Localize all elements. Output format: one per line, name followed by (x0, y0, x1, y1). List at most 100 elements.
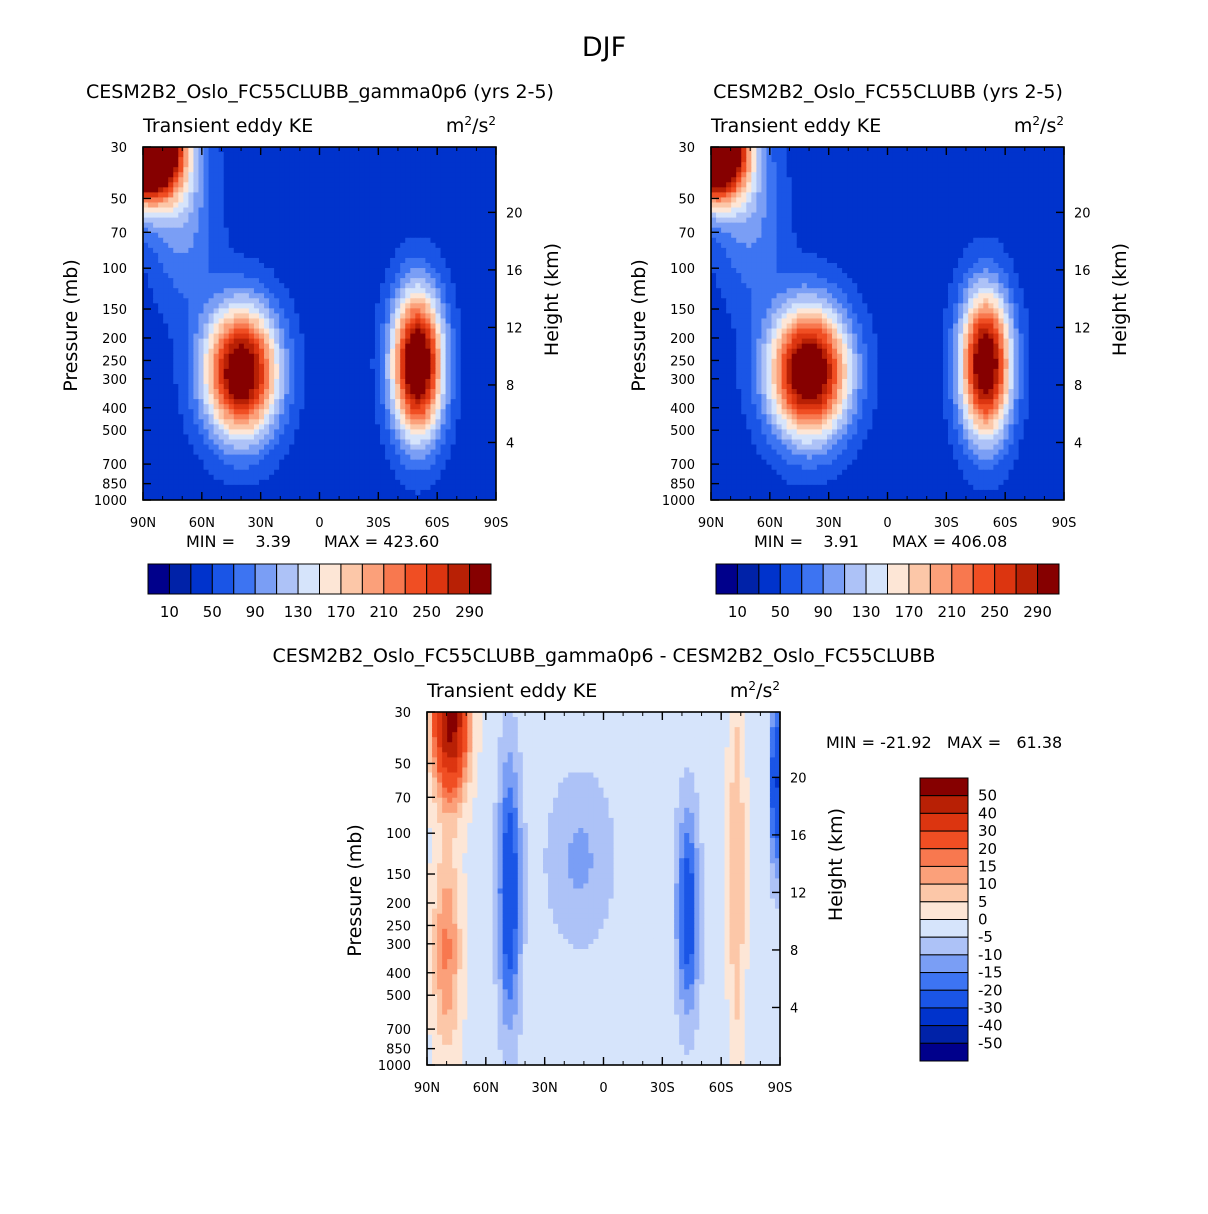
field-cell (405, 358, 411, 365)
field-cell (223, 167, 230, 173)
field-cell (440, 298, 447, 304)
field-cell (264, 323, 270, 330)
field-cell (425, 323, 432, 330)
field-cell (395, 222, 401, 229)
field-cell (324, 439, 331, 446)
field-cell (369, 313, 376, 320)
field-cell (470, 313, 477, 320)
field-cell (253, 384, 260, 390)
field-cell (148, 394, 154, 400)
field-cell (470, 167, 477, 173)
field-cell (380, 409, 386, 415)
field-cell (309, 247, 316, 254)
field-cell (289, 232, 295, 239)
field-cell (354, 182, 361, 188)
field-cell (420, 212, 426, 219)
field-cell (395, 368, 401, 375)
field-cell (329, 222, 336, 229)
field-cell (445, 262, 452, 269)
field-cell (193, 298, 200, 304)
field-cell (445, 273, 452, 279)
field-cell (319, 157, 326, 163)
field-cell (344, 363, 351, 370)
field-cell (410, 283, 416, 289)
field-cell (163, 459, 169, 466)
field-cell (304, 444, 311, 451)
field-cell (460, 419, 467, 425)
field-cell (405, 217, 411, 224)
field-cell (203, 368, 210, 375)
field-cell (435, 439, 442, 446)
field-cell (183, 308, 189, 315)
field-cell (213, 227, 220, 234)
field-cell (364, 242, 371, 249)
field-cell (415, 222, 421, 229)
field-cell (480, 449, 487, 456)
field-cell (158, 389, 164, 395)
field-cell (324, 389, 331, 395)
field-cell (359, 479, 366, 486)
field-cell (440, 429, 447, 436)
field-cell (455, 202, 462, 209)
field-cell (380, 338, 386, 345)
field-cell (415, 459, 421, 466)
field-cell (188, 378, 195, 385)
field-cell (163, 232, 169, 239)
field-cell (450, 338, 457, 345)
field-cell (385, 262, 391, 269)
field-cell (324, 479, 331, 486)
field-cell (213, 409, 220, 415)
field-cell (450, 333, 457, 340)
field-cell (238, 414, 245, 420)
field-cell (203, 338, 210, 345)
field-cell (324, 378, 331, 385)
field-cell (415, 197, 421, 204)
field-cell (178, 227, 184, 234)
field-cell (188, 187, 195, 193)
field-cell (324, 394, 331, 400)
field-cell (475, 338, 482, 345)
field-cell (440, 368, 447, 375)
field-cell (188, 177, 195, 183)
field-cell (485, 489, 492, 496)
field-cell (183, 454, 189, 461)
field-cell (188, 182, 195, 188)
field-cell (354, 278, 361, 284)
field-cell (475, 414, 482, 420)
field-cell (183, 162, 189, 168)
field-cell (158, 424, 164, 430)
field-cell (430, 268, 437, 274)
field-cell (490, 227, 496, 234)
field-cell (279, 348, 285, 355)
field-cell (329, 429, 336, 436)
field-cell (324, 494, 331, 500)
field-cell (445, 227, 452, 234)
field-cell (425, 378, 432, 385)
field-cell (359, 384, 366, 390)
field-cell (445, 464, 452, 471)
field-cell (405, 257, 411, 264)
field-cell (470, 162, 477, 168)
field-cell (405, 232, 411, 239)
field-cell (430, 313, 437, 320)
field-cell (455, 227, 462, 234)
field-cell (405, 419, 411, 425)
field-cell (435, 419, 442, 425)
field-cell (148, 489, 154, 496)
field-cell (470, 308, 477, 315)
field-cell (148, 172, 154, 178)
field-cell (319, 348, 326, 355)
field-cell (364, 489, 371, 496)
field-cell (253, 373, 260, 380)
field-cell (203, 439, 210, 446)
field-cell (324, 162, 331, 168)
field-cell (198, 237, 205, 244)
field-cell (168, 283, 174, 289)
field-cell (299, 389, 305, 395)
field-cell (163, 429, 169, 436)
field-cell (228, 363, 235, 370)
field-cell (425, 278, 432, 284)
field-cell (480, 328, 487, 335)
field-cell (284, 152, 290, 158)
field-cell (430, 222, 437, 229)
